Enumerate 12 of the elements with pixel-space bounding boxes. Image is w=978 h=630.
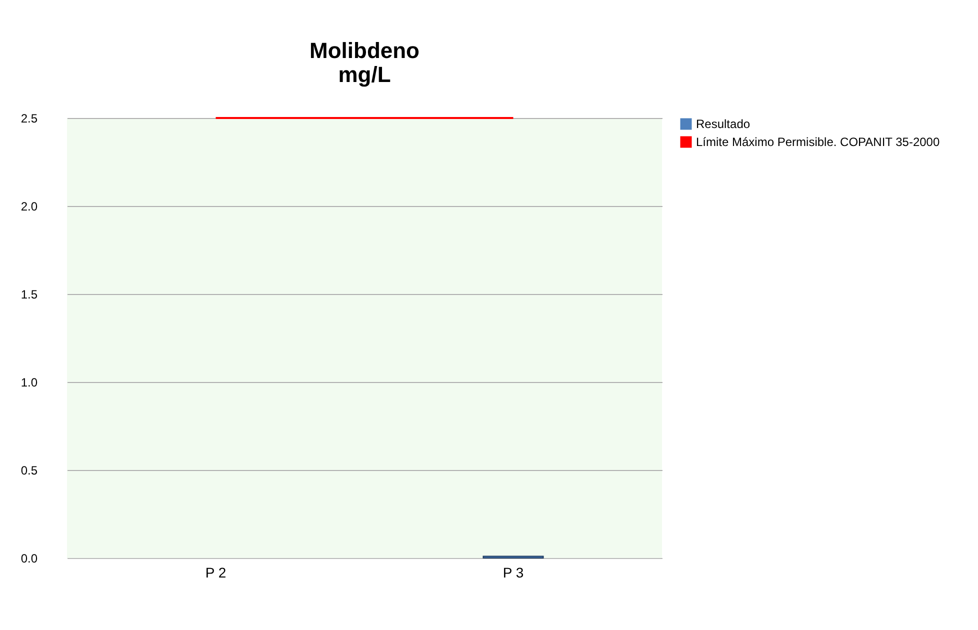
- y-tick-label: 1.0: [20, 376, 38, 390]
- text: mg/L: [338, 62, 391, 87]
- legend-label: Límite Máximo Permisible. COPANIT 35-2000: [696, 135, 940, 149]
- x-tick-label: P 2: [205, 564, 226, 580]
- text: Molibdeno: [310, 38, 420, 63]
- legend-label: Resultado: [696, 117, 750, 131]
- y-tick-label: 2.0: [20, 200, 38, 214]
- y-tick-label: 2.5: [20, 112, 38, 126]
- y-tick-label: 0.5: [20, 464, 38, 478]
- y-tick-label: 1.5: [20, 288, 38, 302]
- x-tick-label: P 3: [502, 564, 524, 580]
- y-tick-label: 0.0: [20, 552, 38, 566]
